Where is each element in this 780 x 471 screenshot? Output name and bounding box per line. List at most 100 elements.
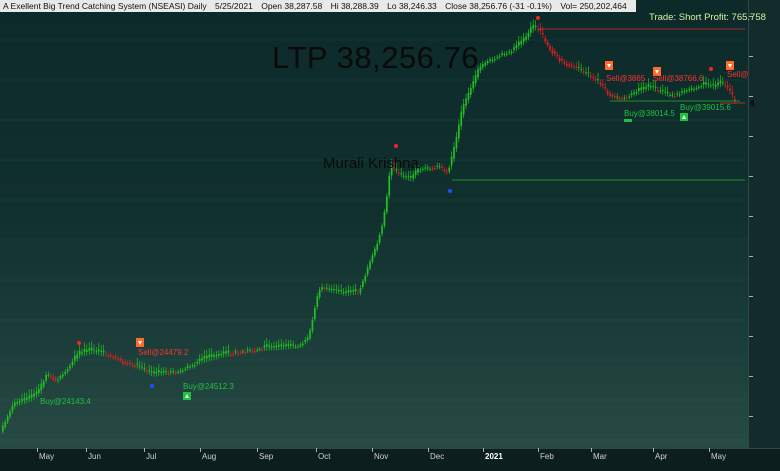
candle-body <box>117 358 119 360</box>
candle-body <box>402 175 405 177</box>
candle-body <box>654 86 657 88</box>
pivot-marker <box>394 144 398 148</box>
candle-body <box>138 365 141 367</box>
candle-body <box>491 59 494 61</box>
candle-body <box>460 111 463 126</box>
candle-body <box>635 91 638 94</box>
candle-body <box>309 330 311 339</box>
date-axis-tick <box>37 448 38 452</box>
date-axis-tick <box>709 448 710 452</box>
candle-body <box>285 344 287 346</box>
candle-body <box>566 63 568 66</box>
pivot-marker <box>150 384 154 388</box>
candle-body <box>266 344 268 347</box>
candle-body <box>90 347 93 351</box>
down-arrow-icon <box>607 64 611 68</box>
candle-body <box>700 86 703 88</box>
candle-body <box>674 95 676 97</box>
trade-profit-label: Trade: Short Profit: 765.758 <box>649 12 766 23</box>
candle-body <box>148 370 151 372</box>
candle-body <box>45 374 47 381</box>
candle-body <box>479 66 482 71</box>
candle-body <box>527 32 530 38</box>
month-label: Sep <box>259 452 274 461</box>
candle-body <box>9 411 11 417</box>
candle-body <box>350 290 352 293</box>
candle-body <box>726 85 729 88</box>
candle-body <box>62 374 64 377</box>
candle-body <box>467 92 470 100</box>
candle-body <box>74 355 76 361</box>
candle-body <box>201 358 203 361</box>
date-axis-tick <box>316 448 317 452</box>
candle-body <box>470 88 472 95</box>
candle-body <box>544 38 547 42</box>
month-label: Nov <box>374 452 389 461</box>
candle-body <box>371 255 374 263</box>
candle-body <box>657 90 659 92</box>
candle-body <box>609 93 611 96</box>
candle-body <box>717 82 719 86</box>
price-axis[interactable] <box>748 0 780 470</box>
candle-body <box>551 49 554 54</box>
sell-signal-label: Sell@38766.6 <box>653 74 704 83</box>
candle-body <box>126 362 129 364</box>
buy-signal-label: Buy@38014.5 <box>624 109 675 118</box>
candle-body <box>688 89 691 91</box>
candle-body <box>47 374 50 376</box>
candle-body <box>357 292 359 294</box>
candle-body <box>722 82 724 84</box>
candle-body <box>582 71 585 73</box>
candle-body <box>638 88 640 91</box>
candle-body <box>198 358 201 362</box>
candle-body <box>462 104 465 115</box>
pivot-marker <box>448 189 452 193</box>
candle-body <box>381 225 383 235</box>
month-label: Mar <box>593 452 607 461</box>
candle-body <box>429 168 431 170</box>
candle-body <box>218 354 220 356</box>
candle-body <box>278 344 280 347</box>
candle-body <box>294 346 297 348</box>
candle-body <box>630 93 633 96</box>
price-axis-tick <box>749 96 753 97</box>
candle-body <box>431 168 434 170</box>
candle-body <box>417 168 419 173</box>
candle-body <box>537 28 539 30</box>
candle-body <box>42 381 45 387</box>
candle-body <box>50 375 52 377</box>
candle-body <box>304 339 307 343</box>
candle-body <box>129 363 131 365</box>
price-axis-tick <box>749 296 753 297</box>
candle-body <box>206 355 208 359</box>
chart-header: A Exellent Big Trend Catching System (NS… <box>0 0 636 12</box>
candle-body <box>342 292 345 294</box>
candle-body <box>220 353 223 356</box>
candle-body <box>714 84 717 87</box>
candle-body <box>179 370 182 372</box>
candle-body <box>614 96 616 98</box>
candle-body <box>395 169 398 171</box>
candle-body <box>54 378 57 381</box>
candle-body <box>734 98 736 102</box>
candle-body <box>38 389 40 393</box>
candle-body <box>78 350 81 355</box>
candle-body <box>112 356 115 358</box>
pivot-marker <box>536 16 540 20</box>
candle-body <box>275 345 278 348</box>
candle-body <box>189 366 191 368</box>
candle-body <box>249 349 251 351</box>
candle-body <box>326 287 328 289</box>
candle-body <box>525 36 527 40</box>
candle-body <box>119 359 122 361</box>
date-axis[interactable] <box>0 448 780 471</box>
candle-body <box>364 275 367 282</box>
candle-body <box>167 373 170 375</box>
price-axis-tick <box>749 56 753 57</box>
candle-body <box>590 75 592 77</box>
candle-body <box>330 289 333 291</box>
month-label: Apr <box>655 452 668 461</box>
month-label: Oct <box>318 452 331 461</box>
